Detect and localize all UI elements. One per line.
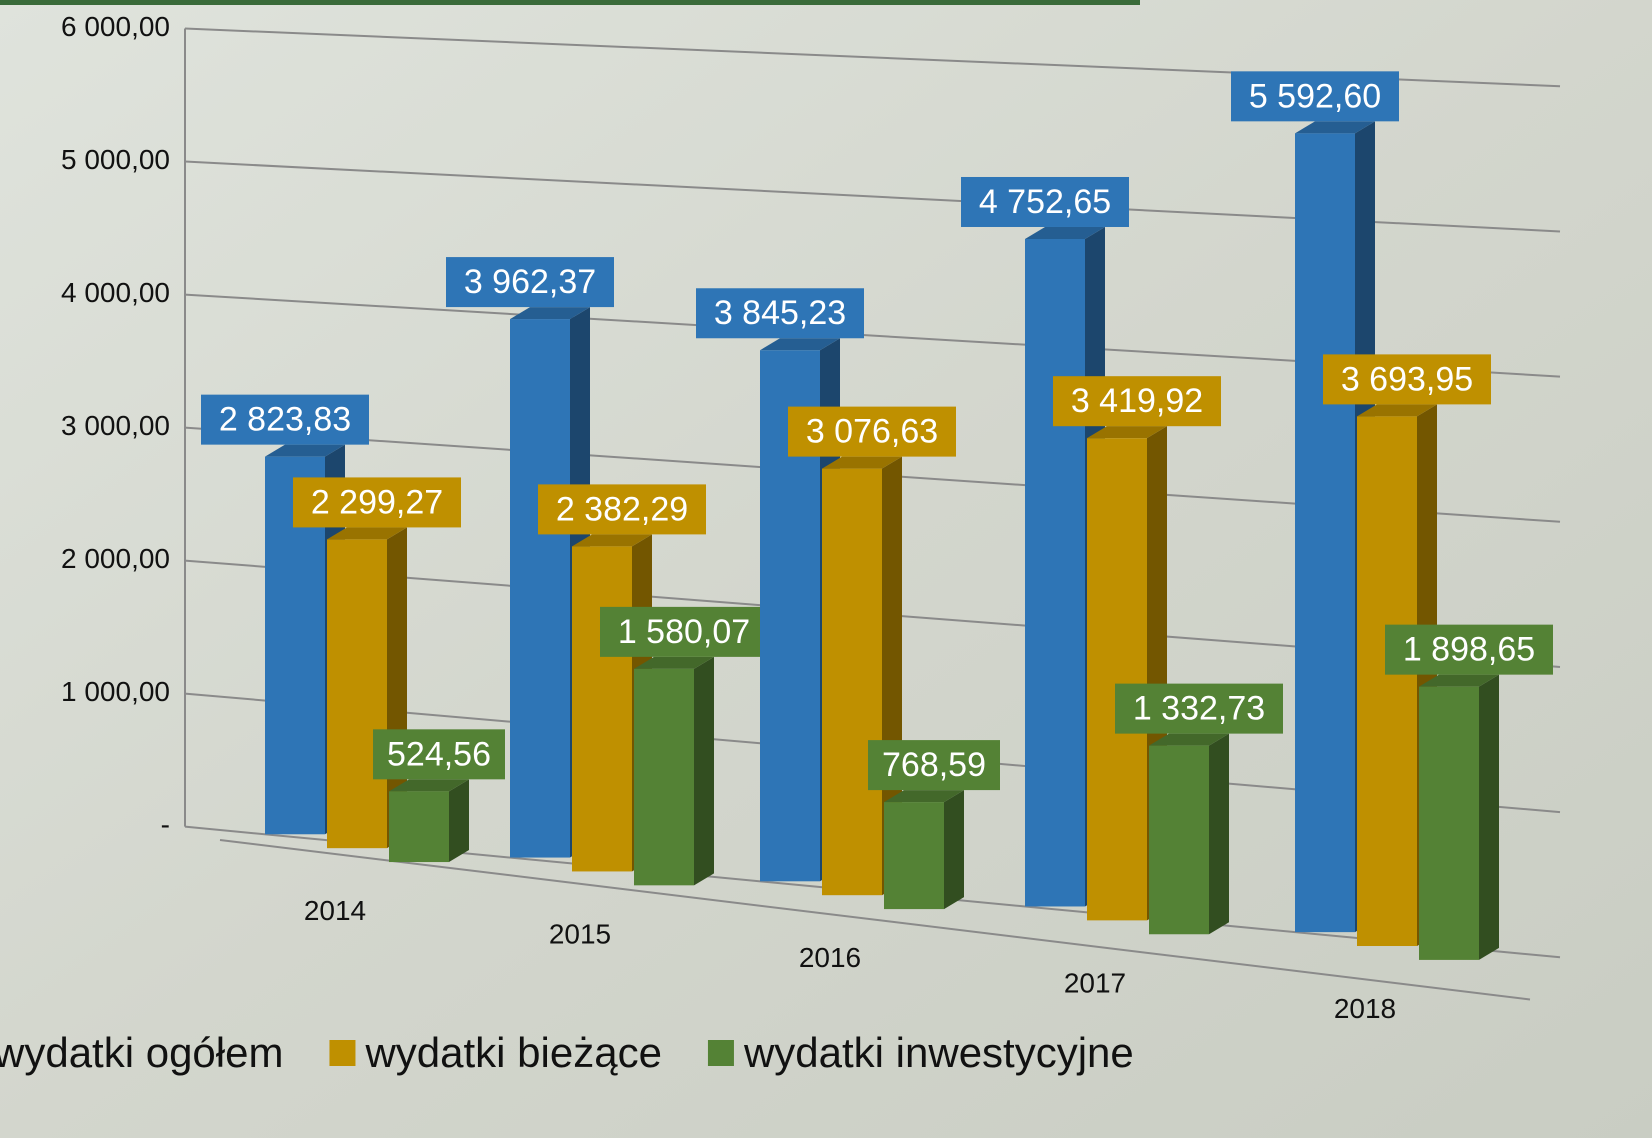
value-label: 1 332,73 — [1133, 690, 1265, 728]
bar — [1357, 416, 1417, 947]
bar-side — [694, 656, 714, 886]
bar-top — [760, 338, 840, 351]
x-tick-label: 2014 — [304, 895, 366, 926]
bar-top — [510, 307, 590, 320]
bar — [572, 546, 632, 872]
bar — [510, 319, 570, 858]
bar-top — [265, 444, 345, 457]
value-label-box — [600, 606, 768, 657]
y-tick-label: - — [161, 809, 170, 840]
bar-side — [449, 779, 469, 863]
value-label-box — [961, 176, 1129, 227]
y-tick-label: 6 000,00 — [61, 11, 170, 42]
bar-top — [1357, 404, 1437, 417]
value-label: 3 845,23 — [714, 294, 846, 332]
legend-label: wydatki ogółem — [0, 1029, 283, 1076]
bar — [1419, 686, 1479, 960]
bar — [634, 668, 694, 886]
bar-top — [327, 527, 407, 540]
y-tick-label: 1 000,00 — [61, 676, 170, 707]
bar-top — [1149, 733, 1229, 746]
x-tick-label: 2016 — [799, 942, 861, 973]
value-label-box — [293, 477, 461, 528]
bar — [1149, 745, 1209, 935]
value-label: 1 898,65 — [1403, 631, 1535, 669]
value-label-box — [446, 257, 614, 308]
bar-top — [1295, 121, 1375, 134]
bar-top — [634, 656, 714, 669]
bar — [1295, 133, 1355, 933]
bar-side — [1209, 733, 1229, 935]
bar-top — [1025, 226, 1105, 239]
y-tick-label: 4 000,00 — [61, 277, 170, 308]
value-label-box — [1115, 683, 1283, 734]
value-label: 2 382,29 — [556, 490, 688, 528]
value-label: 768,59 — [882, 746, 986, 784]
top-strip — [0, 0, 1140, 5]
value-label: 2 823,83 — [219, 401, 351, 439]
value-label: 4 752,65 — [979, 183, 1111, 221]
y-tick-label: 5 000,00 — [61, 144, 170, 175]
value-label-box — [1323, 354, 1491, 405]
bar-side — [1479, 674, 1499, 960]
legend-label: wydatki bieżące — [364, 1029, 661, 1076]
y-tick-label: 2 000,00 — [61, 543, 170, 574]
legend-swatch — [707, 1040, 734, 1066]
value-label: 2 299,27 — [311, 483, 443, 521]
value-label-box — [696, 288, 864, 339]
value-label-box — [373, 729, 505, 780]
value-label: 5 592,60 — [1249, 77, 1381, 115]
bar-top — [1419, 674, 1499, 687]
value-label: 3 076,63 — [806, 413, 938, 451]
legend-label: wydatki inwestycyjne — [743, 1029, 1134, 1076]
value-label-box — [201, 394, 369, 445]
floor-line — [219, 839, 1531, 1001]
x-tick-label: 2015 — [549, 918, 611, 949]
bar — [389, 791, 449, 863]
value-label: 3 693,95 — [1341, 360, 1473, 398]
bar-top — [572, 534, 652, 547]
value-label: 524,56 — [387, 735, 491, 773]
legend-swatch — [329, 1040, 356, 1066]
bar — [1087, 438, 1147, 921]
value-label-box — [538, 484, 706, 535]
bar-top — [389, 779, 469, 792]
value-label: 3 419,92 — [1071, 382, 1203, 420]
value-label-box — [868, 740, 1000, 791]
bar-top — [1087, 426, 1167, 439]
value-label-box — [1231, 71, 1399, 122]
x-tick-label: 2018 — [1334, 993, 1396, 1024]
bar — [327, 539, 387, 849]
bar-top — [884, 790, 964, 803]
bar — [1025, 238, 1085, 907]
value-label-box — [1385, 624, 1553, 675]
value-label-box — [1053, 376, 1221, 427]
x-tick-label: 2017 — [1064, 967, 1126, 998]
value-label: 1 580,07 — [618, 613, 750, 651]
value-label-box — [788, 406, 956, 457]
bar-top — [822, 456, 902, 469]
bar-side — [944, 790, 964, 910]
value-label: 3 962,37 — [464, 263, 596, 301]
y-tick-label: 3 000,00 — [61, 410, 170, 441]
bar — [822, 468, 882, 896]
bar — [884, 802, 944, 910]
